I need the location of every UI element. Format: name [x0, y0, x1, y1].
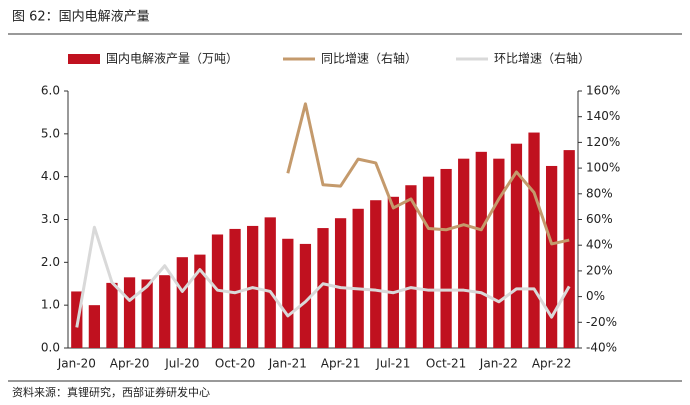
x-tick-label: Apr-20	[110, 357, 150, 371]
y2-tick-label: 160%	[586, 84, 620, 98]
y-tick-label: 5.0	[41, 126, 60, 140]
x-tick-label: Apr-21	[321, 357, 361, 371]
y2-tick-label: 100%	[586, 161, 620, 175]
y2-tick-label: -20%	[586, 315, 617, 329]
bar	[440, 168, 452, 348]
x-tick-label: Apr-22	[532, 357, 572, 371]
bar	[405, 185, 417, 348]
y2-tick-label: 0%	[586, 289, 605, 303]
bar	[317, 228, 329, 348]
y-tick-label: 1.0	[41, 298, 60, 312]
y-tick-label: 0.0	[41, 341, 60, 355]
legend-label: 国内电解液产量（万吨）	[106, 51, 238, 66]
bar	[352, 208, 364, 348]
bar	[387, 196, 399, 348]
bar	[370, 200, 382, 348]
x-tick-label: Jul-20	[164, 357, 199, 371]
x-tick-label: Oct-21	[426, 357, 466, 371]
bar	[510, 143, 523, 348]
bar	[229, 228, 241, 348]
bar	[141, 279, 153, 348]
chart-title: 图 62：国内电解液产量	[12, 9, 150, 25]
bar	[528, 132, 540, 348]
y-tick-label: 3.0	[41, 212, 60, 226]
bar	[493, 158, 505, 348]
bar	[106, 282, 118, 348]
x-tick-label: Jan-20	[57, 357, 96, 371]
y2-tick-label: 120%	[586, 135, 620, 149]
y-tick-label: 2.0	[41, 255, 60, 269]
x-tick-label: Oct-20	[215, 357, 255, 371]
bar	[159, 275, 171, 348]
bar	[176, 257, 188, 348]
bar	[422, 176, 435, 348]
y-tick-label: 4.0	[41, 169, 60, 183]
legend-label: 同比增速（右轴）	[321, 51, 417, 66]
y-tick-label: 6.0	[41, 84, 60, 98]
source: 资料来源：真锂研究，西部证券研发中心	[12, 385, 210, 399]
line-series	[75, 225, 571, 328]
y2-tick-label: -40%	[586, 341, 617, 355]
x-tick-label: Jul-21	[375, 357, 410, 371]
bar	[123, 277, 136, 348]
bar	[264, 217, 276, 348]
bar	[194, 254, 206, 348]
bar	[299, 243, 312, 348]
bar	[545, 165, 558, 348]
y2-tick-label: 80%	[586, 186, 613, 200]
legend-label: 环比增速（右轴）	[494, 51, 590, 66]
y2-tick-label: 40%	[586, 238, 613, 252]
line-series	[286, 102, 570, 246]
x-tick-label: Jan-22	[479, 357, 518, 371]
x-tick-label: Jan-21	[268, 357, 307, 371]
bar	[458, 158, 470, 348]
legend-swatch	[68, 54, 100, 64]
bar	[475, 151, 487, 348]
y2-tick-label: 140%	[586, 109, 620, 123]
bar	[334, 218, 347, 348]
bar	[88, 305, 101, 348]
y2-tick-label: 20%	[586, 263, 613, 277]
bar	[563, 150, 575, 348]
bar	[282, 238, 294, 348]
y2-tick-label: 60%	[586, 212, 613, 226]
